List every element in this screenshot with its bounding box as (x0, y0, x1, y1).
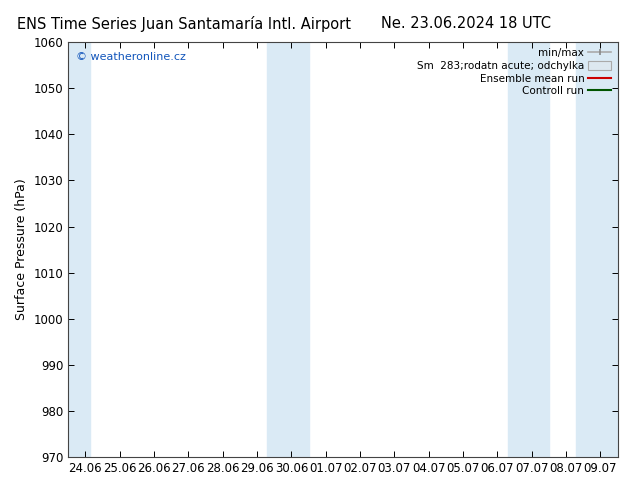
Y-axis label: Surface Pressure (hPa): Surface Pressure (hPa) (15, 179, 28, 320)
Text: Ne. 23.06.2024 18 UTC: Ne. 23.06.2024 18 UTC (381, 16, 551, 31)
Bar (576, 42, 618, 457)
Text: ENS Time Series Juan Santamaría Intl. Airport: ENS Time Series Juan Santamaría Intl. Ai… (17, 16, 351, 32)
Text: © weatheronline.cz: © weatheronline.cz (77, 52, 186, 62)
Bar (508, 42, 549, 457)
Legend: min/max, Sm  283;rodatn acute; odchylka, Ensemble mean run, Controll run: min/max, Sm 283;rodatn acute; odchylka, … (413, 44, 616, 100)
Bar (68, 42, 91, 457)
Bar (268, 42, 309, 457)
